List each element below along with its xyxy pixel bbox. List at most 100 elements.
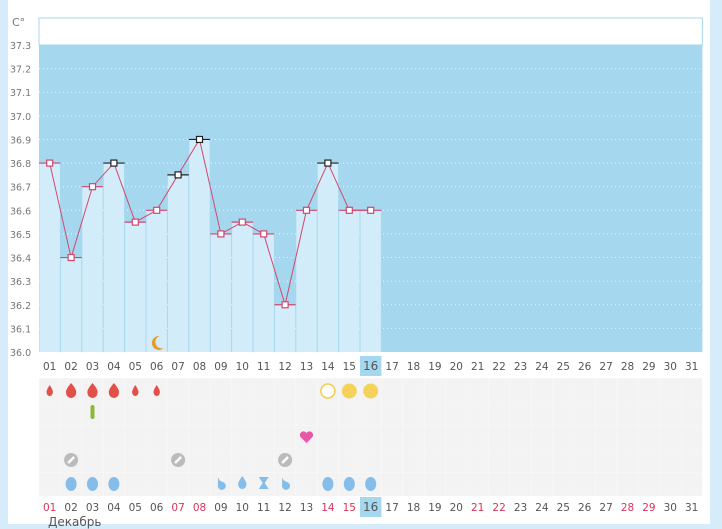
icon-cell[interactable] bbox=[660, 449, 681, 473]
temperature-point[interactable] bbox=[153, 206, 161, 214]
icon-cell[interactable] bbox=[467, 426, 488, 449]
icon-cell[interactable] bbox=[103, 426, 125, 449]
icon-cell[interactable] bbox=[617, 449, 638, 473]
icon-cell[interactable] bbox=[296, 449, 317, 473]
icon-cell[interactable] bbox=[424, 379, 446, 402]
icon-cell[interactable] bbox=[381, 449, 403, 473]
icon-cell[interactable] bbox=[146, 426, 167, 449]
icon-cell[interactable] bbox=[553, 473, 574, 496]
icon-cell[interactable] bbox=[232, 402, 253, 426]
icon-cell[interactable] bbox=[553, 449, 574, 473]
icon-cell[interactable] bbox=[274, 379, 296, 402]
temperature-point[interactable] bbox=[238, 218, 246, 226]
icon-cell[interactable] bbox=[638, 426, 660, 449]
icon-cell[interactable] bbox=[617, 379, 638, 402]
icon-cell[interactable] bbox=[381, 473, 403, 496]
temperature-point[interactable] bbox=[88, 183, 97, 191]
icon-cell[interactable] bbox=[210, 379, 232, 402]
icon-cell[interactable] bbox=[681, 473, 702, 496]
icon-cell[interactable] bbox=[253, 379, 274, 402]
icon-cell[interactable] bbox=[510, 473, 531, 496]
icon-cell[interactable] bbox=[681, 379, 702, 402]
temperature-point[interactable] bbox=[281, 301, 289, 309]
icon-cell[interactable] bbox=[296, 379, 317, 402]
icon-cell[interactable] bbox=[189, 402, 210, 426]
icon-cell[interactable] bbox=[531, 379, 553, 402]
temperature-point[interactable] bbox=[131, 218, 139, 226]
icon-cell[interactable] bbox=[510, 402, 531, 426]
icon-cell[interactable] bbox=[595, 449, 617, 473]
temperature-point[interactable] bbox=[217, 230, 225, 238]
icon-cell[interactable] bbox=[403, 426, 424, 449]
icon-cell[interactable] bbox=[253, 426, 274, 449]
icon-cell[interactable] bbox=[339, 449, 360, 473]
icon-cell[interactable] bbox=[531, 402, 553, 426]
icon-cell[interactable] bbox=[467, 402, 488, 426]
icon-cell[interactable] bbox=[488, 402, 510, 426]
icon-cell[interactable] bbox=[381, 379, 403, 402]
icon-cell[interactable] bbox=[125, 426, 146, 449]
icon-cell[interactable] bbox=[574, 402, 595, 426]
icon-cell[interactable] bbox=[125, 449, 146, 473]
icon-cell[interactable] bbox=[446, 473, 467, 496]
icon-cell[interactable] bbox=[403, 402, 424, 426]
temperature-point[interactable] bbox=[110, 159, 118, 167]
icon-cell[interactable] bbox=[189, 473, 210, 496]
temperature-point[interactable] bbox=[345, 206, 353, 214]
temperature-point[interactable] bbox=[367, 206, 375, 214]
icon-cell[interactable] bbox=[488, 449, 510, 473]
icon-cell[interactable] bbox=[488, 379, 510, 402]
icon-cell[interactable] bbox=[360, 402, 381, 426]
icon-cell[interactable] bbox=[189, 426, 210, 449]
icon-cell[interactable] bbox=[446, 426, 467, 449]
icon-cell[interactable] bbox=[510, 379, 531, 402]
icon-cell[interactable] bbox=[296, 402, 317, 426]
icon-cell[interactable] bbox=[446, 402, 467, 426]
icon-cell[interactable] bbox=[595, 379, 617, 402]
icon-cell[interactable] bbox=[531, 426, 553, 449]
icon-cell[interactable] bbox=[488, 426, 510, 449]
icon-cell[interactable] bbox=[574, 449, 595, 473]
icon-cell[interactable] bbox=[574, 473, 595, 496]
icon-cell[interactable] bbox=[595, 402, 617, 426]
icon-cell[interactable] bbox=[446, 449, 467, 473]
icon-cell[interactable] bbox=[253, 449, 274, 473]
icon-cell[interactable] bbox=[39, 402, 60, 426]
temperature-point[interactable] bbox=[195, 135, 204, 144]
icon-cell[interactable] bbox=[681, 402, 702, 426]
icon-cell[interactable] bbox=[317, 449, 339, 473]
icon-cell[interactable] bbox=[424, 473, 446, 496]
icon-cell[interactable] bbox=[274, 426, 296, 449]
icon-cell[interactable] bbox=[553, 379, 574, 402]
icon-cell[interactable] bbox=[317, 402, 339, 426]
icon-cell[interactable] bbox=[424, 402, 446, 426]
icon-cell[interactable] bbox=[467, 449, 488, 473]
icon-cell[interactable] bbox=[467, 473, 488, 496]
icon-cell[interactable] bbox=[424, 449, 446, 473]
icon-cell[interactable] bbox=[82, 426, 103, 449]
icon-cell[interactable] bbox=[681, 449, 702, 473]
icon-cell[interactable] bbox=[146, 473, 167, 496]
icon-cell[interactable] bbox=[103, 449, 125, 473]
icon-cell[interactable] bbox=[103, 402, 125, 426]
icon-cell[interactable] bbox=[210, 402, 232, 426]
icon-cell[interactable] bbox=[467, 379, 488, 402]
icon-cell[interactable] bbox=[617, 402, 638, 426]
icon-cell[interactable] bbox=[125, 402, 146, 426]
icon-cell[interactable] bbox=[167, 402, 189, 426]
icon-cell[interactable] bbox=[39, 449, 60, 473]
icon-cell[interactable] bbox=[232, 426, 253, 449]
icon-cell[interactable] bbox=[574, 379, 595, 402]
icon-cell[interactable] bbox=[381, 426, 403, 449]
icon-cell[interactable] bbox=[381, 402, 403, 426]
icon-cell[interactable] bbox=[681, 426, 702, 449]
icon-cell[interactable] bbox=[638, 449, 660, 473]
icon-cell[interactable] bbox=[189, 449, 210, 473]
icon-cell[interactable] bbox=[82, 449, 103, 473]
icon-cell[interactable] bbox=[638, 379, 660, 402]
icon-cell[interactable] bbox=[595, 426, 617, 449]
icon-cell[interactable] bbox=[253, 402, 274, 426]
temperature-point[interactable] bbox=[324, 159, 332, 167]
icon-cell[interactable] bbox=[210, 449, 232, 473]
icon-cell[interactable] bbox=[60, 426, 82, 449]
